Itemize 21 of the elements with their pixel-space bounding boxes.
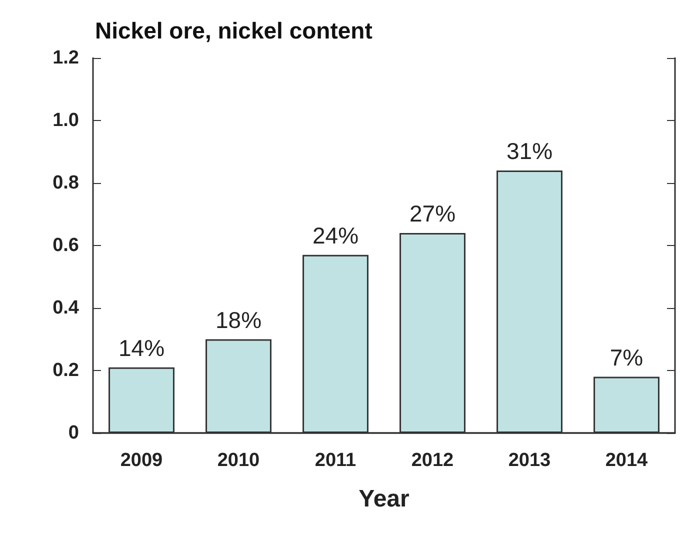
annotation: 14% <box>118 334 165 361</box>
x-tick-label: 2012 <box>411 450 454 471</box>
y-tick-label: 0 <box>68 422 79 444</box>
x-tick-label: 2014 <box>605 450 648 471</box>
annotation: 31% <box>506 138 553 164</box>
annotation: 7% <box>610 344 644 370</box>
x-tick-label: 2013 <box>508 450 551 471</box>
y-tick-label: 0.2 <box>52 360 79 381</box>
x-tick-label: 2009 <box>120 450 163 471</box>
chart-title: Nickel ore, nickel content <box>95 18 373 44</box>
annotation: 24% <box>312 222 359 248</box>
y-tick-label: 0.6 <box>52 235 79 256</box>
annotation: 27% <box>409 200 456 226</box>
x-tick-label: 2011 <box>314 450 357 471</box>
y-tick-label: 0.4 <box>52 298 80 318</box>
y-tick-label: 1.0 <box>52 110 79 131</box>
y-tick-label: 1.2 <box>52 48 79 68</box>
x-axis-title: Year <box>358 486 410 512</box>
annotation: 18% <box>215 306 262 333</box>
x-tick-label: 2010 <box>217 450 260 471</box>
y-tick-label: 0.8 <box>52 172 79 194</box>
